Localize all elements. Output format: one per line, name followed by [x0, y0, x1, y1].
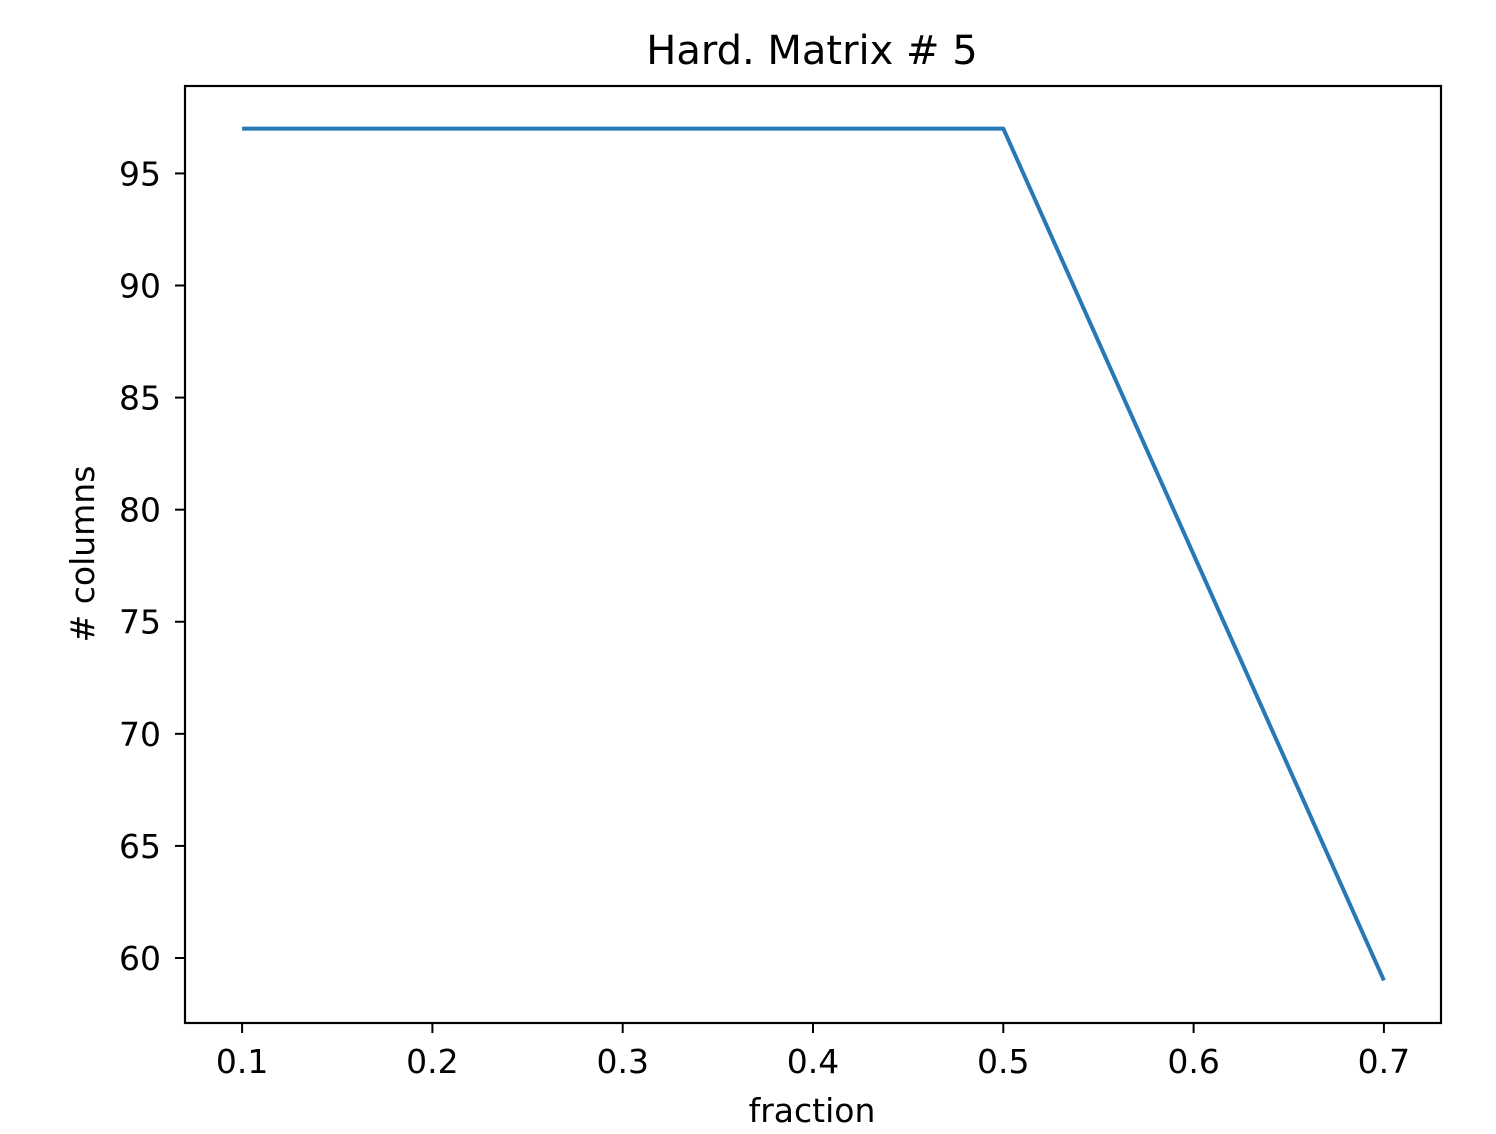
y-axis-label: # columns — [63, 466, 102, 643]
chart-title: Hard. Matrix # 5 — [646, 28, 977, 74]
y-axis: 60 65 70 75 80 85 90 95 — [119, 154, 185, 978]
y-tick-label: 85 — [119, 379, 161, 418]
x-tick-label: 0.7 — [1358, 1042, 1410, 1081]
x-tick-label: 0.5 — [977, 1042, 1029, 1081]
x-tick-label: 0.6 — [1167, 1042, 1219, 1081]
x-tick-label: 0.4 — [787, 1042, 839, 1081]
x-tick-label: 0.1 — [216, 1042, 268, 1081]
x-axis-label: fraction — [749, 1091, 876, 1130]
series-layer — [242, 126, 1386, 982]
y-tick-label: 75 — [119, 603, 161, 642]
y-tick-label: 65 — [119, 827, 161, 866]
x-axis: 0.1 0.2 0.3 0.4 0.5 0.6 0.7 — [216, 1023, 1410, 1081]
y-tick-label: 60 — [119, 939, 161, 978]
y-tick-label: 80 — [119, 491, 161, 530]
y-tick-label: 90 — [119, 267, 161, 306]
y-tick-label: 70 — [119, 715, 161, 754]
y-tick-label: 95 — [119, 154, 161, 193]
x-tick-label: 0.2 — [406, 1042, 458, 1081]
x-tick-label: 0.3 — [596, 1042, 648, 1081]
series-line — [242, 126, 1386, 982]
